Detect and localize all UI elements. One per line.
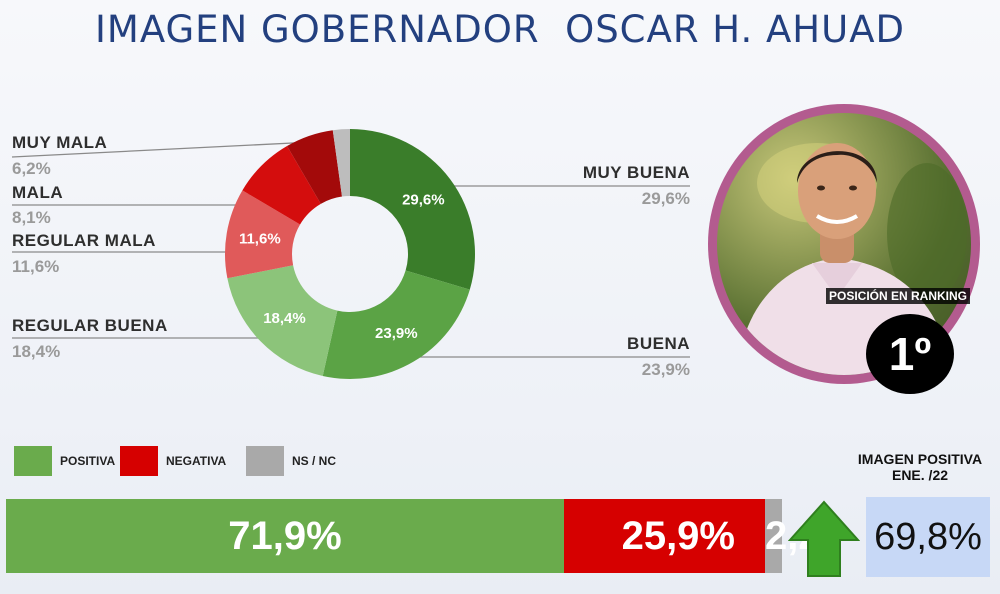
callout-label-muy-buena: MUY BUENA [582, 163, 690, 182]
callout-label-muy-mala: MUY MALA [12, 133, 108, 152]
donut-slice-label: 29,6% [402, 191, 445, 208]
donut-slice-label: 18,4% [263, 310, 306, 327]
bar-segment-negativa: 25,9% [564, 499, 765, 573]
callout-value-muy-buena: 29,6% [641, 189, 690, 208]
page-title: IMAGEN GOBERNADOR OSCAR H. AHUAD [94, 8, 906, 51]
donut-slice-mala [242, 146, 321, 225]
donut-slice-ns-nc [332, 129, 350, 197]
callout-label-mala: MALA [12, 183, 64, 202]
bar-segment-positiva: 71,9% [6, 499, 564, 573]
legend-item-nsnc: NS / NC [246, 446, 336, 476]
donut-slice-regular-mala [225, 190, 301, 279]
bar-label-negativa: 25,9% [621, 513, 735, 558]
ranking-badge: 1º [866, 314, 954, 394]
legend-swatch-negativa [120, 446, 158, 476]
legend-label-positiva: POSITIVA [60, 454, 116, 468]
positive-image-title-line2: ENE. /22 [891, 467, 949, 483]
donut-slice-label: 23,9% [375, 325, 418, 342]
legend-swatch-positiva [14, 446, 52, 476]
donut-slice-muy-mala [287, 130, 343, 204]
positive-image-value: 69,8% [866, 497, 990, 577]
callout-line-muy-mala [11, 141, 314, 158]
bar-label-positiva: 71,9% [228, 513, 342, 558]
donut-chart: 29,6% 23,9% 18,4% 11,6% [225, 129, 475, 379]
donut-slice-buena [322, 270, 470, 379]
ranking-label: POSICIÓN EN RANKING [826, 288, 971, 304]
callout-label-buena: BUENA [627, 334, 690, 353]
governor-photo [717, 113, 971, 375]
legend-item-positiva: POSITIVA [14, 446, 115, 476]
legend-label-nsnc: NS / NC [292, 454, 337, 468]
callout-value-regular-buena: 18,4% [12, 342, 61, 361]
bar-segment-nsnc: 2,2 [765, 499, 821, 573]
callout-value-muy-mala: 6,2% [12, 159, 51, 178]
callout-value-regular-mala: 11,6% [12, 257, 60, 276]
legend-item-negativa: NEGATIVA [120, 446, 226, 476]
legend-label-negativa: NEGATIVA [166, 454, 227, 468]
up-arrow-icon [788, 500, 860, 577]
donut-slice-label: 11,6% [239, 231, 281, 248]
callout-value-buena: 23,9% [641, 360, 690, 379]
positive-image-title-line1: IMAGEN POSITIVA [857, 451, 983, 467]
callout-label-regular-buena: REGULAR BUENA [12, 316, 168, 335]
positive-image-title: IMAGEN POSITIVA ENE. /22 [840, 451, 1000, 483]
donut-slice-regular-buena [227, 265, 338, 376]
callout-label-regular-mala: REGULAR MALA [12, 231, 156, 250]
legend-swatch-nsnc [246, 446, 284, 476]
callout-value-mala: 8,1% [12, 208, 51, 227]
donut-slice-muy-buena [350, 129, 475, 290]
